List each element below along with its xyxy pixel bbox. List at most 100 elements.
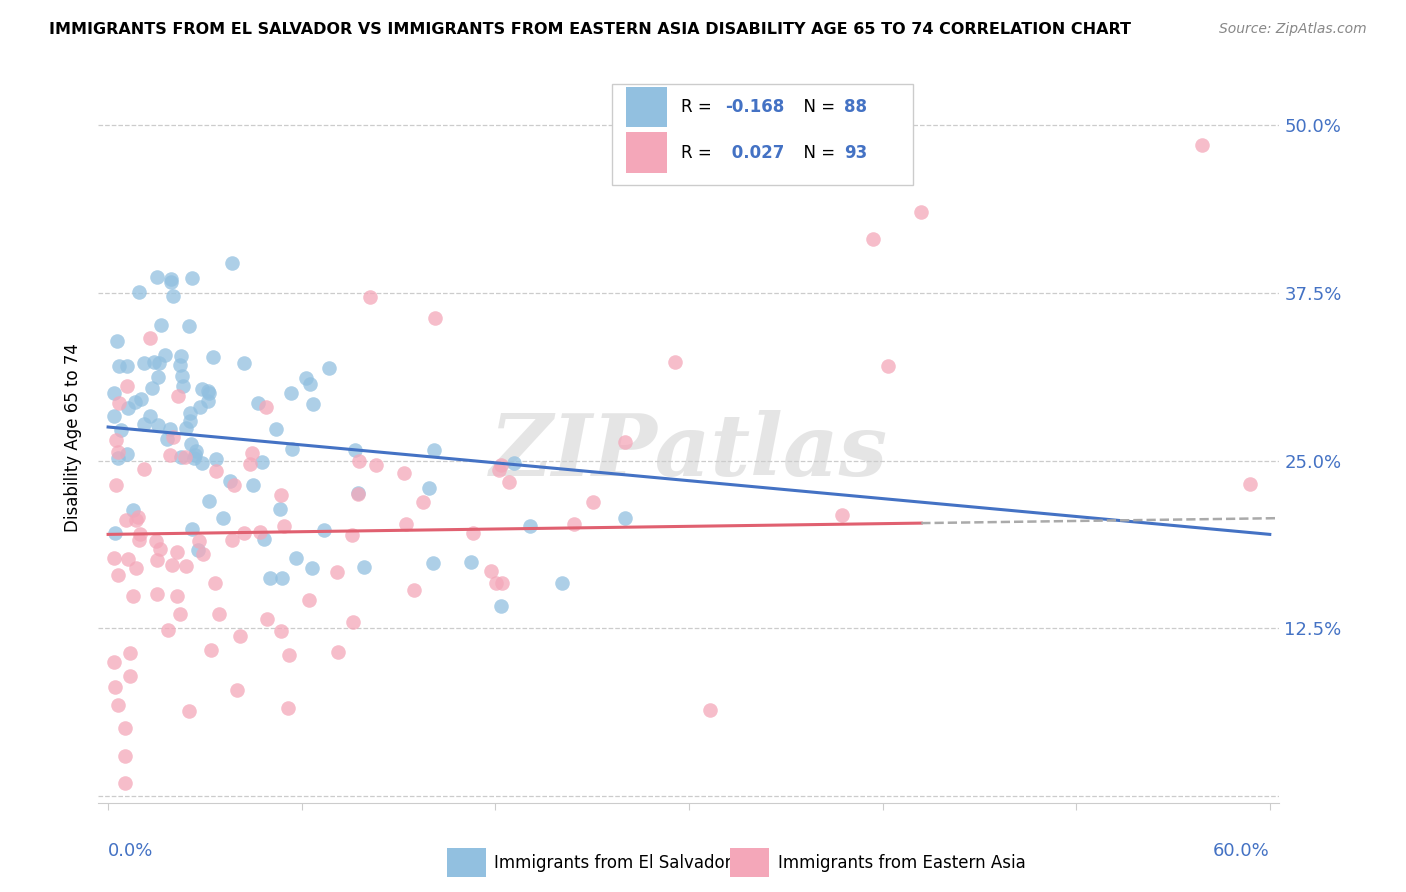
Point <box>107 396 129 410</box>
FancyBboxPatch shape <box>612 84 914 185</box>
Text: 88: 88 <box>844 98 866 116</box>
Point <box>1239 477 1261 491</box>
Point <box>115 513 138 527</box>
Point <box>366 458 388 472</box>
Point <box>120 669 142 683</box>
Point <box>302 396 325 410</box>
Point <box>162 289 184 303</box>
Point <box>910 205 932 219</box>
Point <box>128 533 150 547</box>
Point <box>177 704 200 718</box>
Point <box>491 575 513 590</box>
Point <box>208 607 231 622</box>
Point <box>159 448 181 462</box>
Text: 0.0%: 0.0% <box>108 842 153 860</box>
Point <box>166 545 188 559</box>
Point <box>246 396 269 410</box>
Point <box>114 721 136 735</box>
Point <box>117 359 139 373</box>
Point <box>460 555 482 569</box>
Point <box>184 444 207 458</box>
Point <box>877 359 900 373</box>
Bar <box>626 132 666 173</box>
Text: 93: 93 <box>844 144 868 161</box>
Point <box>143 355 166 369</box>
Point <box>221 533 243 548</box>
Point <box>277 700 299 714</box>
Point <box>312 523 335 537</box>
Point <box>170 450 193 465</box>
Point <box>240 446 263 460</box>
Text: Immigrants from El Salvador: Immigrants from El Salvador <box>494 854 731 871</box>
Point <box>146 552 169 566</box>
Point <box>187 534 209 549</box>
Point <box>122 589 145 603</box>
Point <box>395 516 418 531</box>
Point <box>146 369 169 384</box>
Point <box>270 624 292 638</box>
Point <box>422 556 444 570</box>
Point <box>107 445 129 459</box>
Point <box>180 271 202 285</box>
Point <box>160 558 183 572</box>
Point <box>166 389 188 403</box>
Point <box>114 775 136 789</box>
Point <box>326 645 349 659</box>
Point <box>551 576 574 591</box>
Point <box>105 478 128 492</box>
Point <box>169 607 191 621</box>
Point <box>191 382 214 396</box>
Point <box>318 360 340 375</box>
Point <box>121 503 143 517</box>
Point <box>212 510 235 524</box>
Point <box>233 356 256 370</box>
Point <box>249 524 271 539</box>
Point <box>105 334 128 348</box>
Point <box>114 749 136 764</box>
Point <box>117 401 139 415</box>
Point <box>187 543 209 558</box>
Point <box>271 571 294 585</box>
Point <box>159 272 181 286</box>
Point <box>176 421 198 435</box>
Point <box>149 542 172 557</box>
Point <box>174 559 197 574</box>
Point <box>103 655 125 669</box>
Point <box>412 495 434 509</box>
Point <box>229 629 252 643</box>
Bar <box>730 848 769 878</box>
Point <box>180 437 202 451</box>
Point <box>201 350 224 364</box>
Point <box>117 552 139 566</box>
Point <box>614 510 637 524</box>
Point <box>295 370 318 384</box>
Point <box>423 310 446 325</box>
Point <box>198 494 221 508</box>
Point <box>132 417 155 432</box>
Point <box>280 385 302 400</box>
Point <box>326 565 349 579</box>
Point <box>179 414 201 428</box>
Point <box>269 501 291 516</box>
Point <box>205 452 228 467</box>
Point <box>613 435 636 450</box>
Point <box>162 430 184 444</box>
Point <box>298 593 321 607</box>
Point <box>188 400 211 414</box>
Point <box>148 356 170 370</box>
Point <box>582 494 605 508</box>
Point <box>222 478 245 492</box>
Point <box>169 358 191 372</box>
Point <box>104 434 127 448</box>
Y-axis label: Disability Age 65 to 74: Disability Age 65 to 74 <box>63 343 82 532</box>
Point <box>418 482 440 496</box>
Point <box>254 400 277 414</box>
Point <box>479 564 502 578</box>
Point <box>491 458 513 472</box>
Point <box>278 648 301 662</box>
Point <box>299 377 322 392</box>
Point <box>519 519 541 533</box>
Point <box>160 275 183 289</box>
Point <box>498 475 520 489</box>
Point <box>485 575 508 590</box>
